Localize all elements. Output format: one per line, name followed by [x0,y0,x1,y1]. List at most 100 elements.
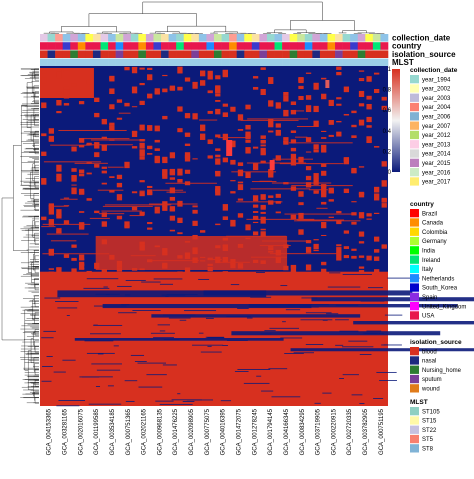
matrix-cell [64,97,69,99]
matrix-cell [201,352,222,353]
annotation-cell [290,34,298,42]
matrix-cell [245,105,250,110]
matrix-cell [374,256,379,260]
matrix-cell [351,201,356,202]
annotation-cell [222,50,230,58]
legend-swatch [410,293,419,301]
annotation-cell [138,50,146,58]
matrix-cell [344,255,349,258]
matrix-cell [269,328,299,329]
matrix-cell [83,138,130,139]
legend-swatch [410,366,419,374]
matrix-cell [102,119,107,124]
column-label: GCA_000751365 [126,408,132,455]
matrix-cell [215,245,220,248]
matrix-cell [132,146,137,148]
matrix-cell [348,341,367,342]
matrix-cell [56,214,61,218]
matrix-cell [177,169,182,176]
legend-swatch [410,246,419,254]
annotation-cell [78,50,86,58]
matrix-cell [149,204,198,205]
annotation-cell [282,50,290,58]
matrix-cell [272,183,331,184]
matrix-cell [374,193,379,200]
matrix-cell [124,221,129,227]
legend-label: Netherlands [422,276,454,282]
annotation-cell [380,42,388,50]
matrix-cell [177,87,182,91]
legend-label: year_2012 [422,133,451,139]
annotation-cell [373,42,381,50]
matrix-cell [359,270,364,274]
matrix-cell [366,104,371,109]
matrix-cell [139,268,144,270]
column-label: GCA_000775075 [205,408,211,455]
column-label: GCA_000834295 [300,408,306,455]
matrix-cell [57,308,77,309]
matrix-cell [336,104,341,106]
matrix-cell [208,155,213,158]
legend-label: year_2014 [422,152,451,158]
annotation-cell [312,34,320,42]
matrix-cell [162,75,167,76]
annotation-cell [146,50,154,58]
matrix-cell [313,150,318,153]
matrix-cell [64,198,69,199]
matrix-cell [109,76,114,80]
annotation-cell [350,42,358,50]
matrix-cell [253,76,258,78]
matrix-cell [79,255,84,260]
matrix-cell [261,205,266,208]
matrix-cell [96,294,120,295]
annotation-cell [199,50,207,58]
annotation-cell [63,42,71,50]
matrix-cell [94,306,127,307]
color-scale-tick: 0.2 [383,149,392,155]
annotation-cell [327,34,335,42]
matrix-cell [306,166,311,170]
matrix-cell [230,160,235,165]
legend-label: year_2002 [422,87,451,93]
matrix-cell [41,70,46,73]
column-label: GCA_003782905 [363,408,369,455]
annotation-cell [373,34,381,42]
annotation-cell [206,42,214,50]
annotation-cell [358,34,366,42]
matrix-cell [163,365,177,366]
matrix-cell [208,71,213,78]
matrix-cell [165,296,168,297]
matrix-cell [306,73,311,74]
column-label: GCA_004153365 [47,408,53,455]
legend-swatch [410,149,419,157]
matrix-cell [162,158,167,160]
annotation-cell [101,42,109,50]
matrix-cell [139,246,144,251]
annotation-cell [85,34,93,42]
annotation-cell [108,50,116,58]
matrix-cell [283,266,288,270]
matrix-cell [79,191,84,195]
matrix-cell [306,137,311,142]
matrix-cell [276,211,281,213]
matrix-cell [162,157,167,163]
annotation-cell [244,34,252,42]
matrix-cell [215,109,220,114]
annotation-cell [55,42,63,50]
matrix-cell [60,199,77,200]
matrix-cell [155,207,160,214]
annotation-cell [55,34,63,42]
matrix-cell [261,260,266,264]
matrix-cell [101,211,142,212]
annotation-cell [123,34,131,42]
matrix-cell [303,304,329,305]
matrix-cell [238,198,243,200]
annotation-cell [161,59,169,67]
matrix-cell [139,68,144,70]
matrix-cell [184,310,216,311]
matrix-cell [132,131,137,137]
annotation-cell [48,42,56,50]
annotation-cell [101,59,109,67]
color-scale-tick: 0.8 [383,88,392,94]
legend-swatch [410,94,419,102]
